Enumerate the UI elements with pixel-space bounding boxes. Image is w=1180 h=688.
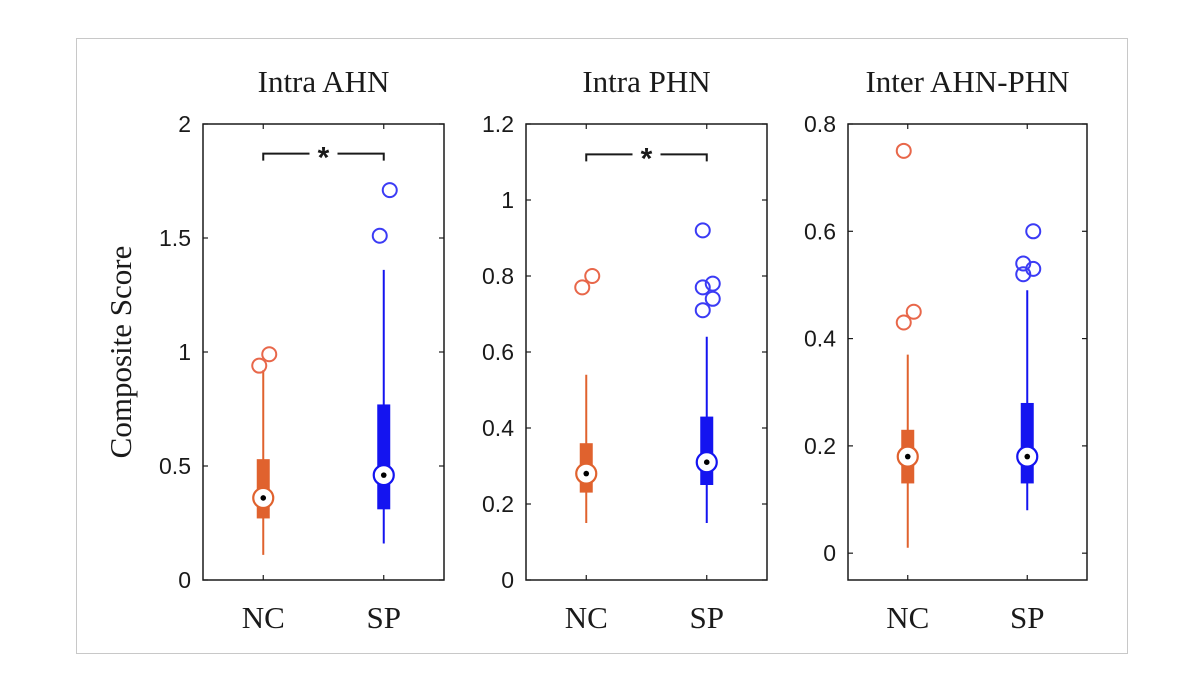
median-dot (583, 470, 590, 477)
y-tick-label: 1.2 (482, 111, 514, 137)
box-nc (895, 142, 922, 548)
x-category-label: SP (367, 600, 401, 635)
iqr-box (1020, 402, 1034, 484)
outlier-point (584, 268, 601, 284)
outlier-point (704, 290, 721, 307)
y-tick-label: 2 (178, 111, 191, 137)
iqr-box (377, 404, 391, 510)
y-tick-label: 0.6 (804, 218, 836, 244)
y-tick-label: 0 (823, 540, 836, 566)
y-tick-label: 0 (501, 567, 514, 593)
outlier-point (1015, 255, 1032, 272)
outlier-point (1025, 223, 1042, 240)
y-tick-label: 1 (501, 187, 514, 213)
y-axis-label: Composite Score (103, 246, 138, 459)
significance-star: * (318, 142, 330, 175)
x-category-label: NC (886, 600, 929, 635)
outlier-point (381, 182, 398, 199)
outlier-point (694, 302, 711, 319)
box-sp (371, 182, 398, 544)
significance-bracket (262, 152, 385, 161)
outlier-point (895, 142, 912, 159)
panel-axes-frame (202, 123, 445, 581)
y-tick-label: 0.2 (804, 433, 836, 459)
median-dot (904, 453, 911, 460)
panel-title: Intra PHN (582, 64, 710, 99)
median-dot (1024, 453, 1031, 460)
outlier-point (905, 303, 922, 320)
outlier-point (704, 275, 721, 292)
outlier-point (694, 279, 711, 296)
box-nc (251, 346, 278, 555)
significance-star: * (641, 142, 653, 175)
x-category-label: NC (242, 600, 285, 635)
outlier-point (694, 222, 711, 239)
median-dot (260, 495, 267, 501)
figure-frame (76, 38, 1128, 654)
outlier-point (251, 357, 268, 374)
box-sp (694, 222, 721, 523)
panel-3: Inter AHN-PHN 0 0.2 0.4 0.6 0.8 NC SP (804, 64, 1088, 635)
y-tick-label: 0.4 (804, 326, 836, 352)
outlier-point (371, 227, 388, 244)
panel-title: Inter AHN-PHN (865, 64, 1069, 99)
y-tick-label: 0.8 (804, 111, 836, 137)
median-dot (380, 472, 387, 478)
y-tick-label: 0.6 (482, 339, 514, 365)
outlier-point (895, 314, 912, 331)
y-tick-label: 1 (178, 339, 191, 365)
significance-bracket (585, 153, 708, 162)
box-nc (574, 268, 601, 523)
x-category-label: SP (1010, 600, 1044, 635)
outlier-point (574, 279, 591, 296)
panel-axes-frame (847, 123, 1088, 581)
outlier-point (261, 346, 278, 363)
x-category-label: NC (565, 600, 608, 635)
panel-2: Intra PHN 0 0.2 0.4 0.6 0.8 1 1.2 NC SP * (482, 64, 768, 635)
panel-1: Intra AHN 0 0.5 1 1.5 2 NC SP * (159, 64, 445, 635)
y-tick-label: 0.4 (482, 415, 514, 441)
iqr-box (700, 416, 714, 485)
median-dot (703, 459, 710, 466)
y-tick-label: 1.5 (159, 225, 191, 251)
y-tick-label: 0.8 (482, 263, 514, 289)
x-category-label: SP (690, 600, 724, 635)
y-tick-label: 0.2 (482, 491, 514, 517)
box-sp (1015, 223, 1042, 511)
y-tick-label: 0.5 (159, 453, 191, 479)
panel-axes-frame (525, 123, 768, 581)
panel-title: Intra AHN (258, 64, 390, 99)
y-tick-label: 0 (178, 567, 191, 593)
